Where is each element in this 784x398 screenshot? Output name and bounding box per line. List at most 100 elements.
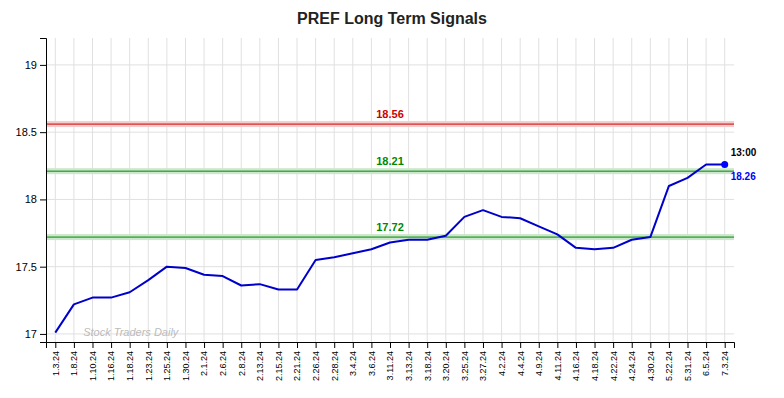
tick: 1.8.24 [69, 342, 79, 376]
tick-mark [55, 342, 56, 348]
grid-line [297, 38, 298, 342]
axis-line [47, 343, 735, 349]
grid-line [631, 38, 632, 342]
tick: 3.4.24 [348, 342, 358, 376]
tick-mark [390, 342, 391, 348]
tick: 3.11.24 [385, 342, 395, 380]
grid-line [315, 38, 316, 342]
tick-mark [167, 342, 168, 348]
grid-line [148, 38, 149, 342]
grid-line [724, 38, 725, 342]
tick: 4.11.24 [553, 342, 563, 380]
tick: 1.30.24 [181, 342, 191, 381]
grid-line [464, 38, 465, 342]
tick: 3.25.24 [460, 342, 470, 381]
grid-line [371, 38, 372, 342]
tick-label: 19 [25, 59, 37, 71]
grid-line [204, 38, 205, 342]
grid-line [55, 38, 56, 342]
tick-mark [40, 334, 46, 335]
tick-label: 2.8.24 [237, 351, 247, 376]
tick-label: 2.15.24 [274, 351, 284, 381]
tick-label: 5.22.24 [664, 351, 674, 381]
tick-label: 2.21.24 [292, 351, 302, 381]
grid-line [650, 38, 651, 342]
tick-label: 4.24.24 [627, 351, 637, 381]
tick-mark [409, 342, 410, 348]
tick-mark [688, 342, 689, 348]
reference-label: 17.72 [376, 221, 404, 233]
tick: 19 [25, 59, 46, 71]
tick-mark [650, 342, 651, 348]
annotation: 18.26 [731, 171, 756, 182]
tick-label: 4.9.24 [534, 351, 544, 376]
tick-label: 1.16.24 [106, 351, 116, 381]
tick: 3.20.24 [441, 342, 451, 381]
tick: 4.22.24 [609, 342, 619, 381]
tick-label: 1.3.24 [51, 351, 61, 376]
grid-line [594, 38, 595, 342]
grid-line [445, 38, 446, 342]
grid-line [706, 38, 707, 342]
tick: 2.26.24 [311, 342, 321, 381]
tick-label: 3.18.24 [423, 351, 433, 381]
tick: 18 [25, 193, 46, 205]
grid-line [538, 38, 539, 342]
annotation: 13:00 [731, 147, 757, 158]
tick-label: 2.28.24 [330, 351, 340, 381]
tick-mark [92, 342, 93, 348]
tick-mark [464, 342, 465, 348]
tick: 4.2.24 [497, 342, 507, 376]
grid-line [427, 38, 428, 342]
end-point [721, 161, 728, 168]
tick-label: 3.11.24 [385, 351, 395, 380]
tick: 17 [25, 328, 46, 340]
grid-line [334, 38, 335, 342]
tick-mark [297, 342, 298, 348]
plot: 1717.51818.5191.3.241.8.241.10.241.16.24… [16, 38, 757, 381]
tick: 4.9.24 [534, 342, 544, 376]
tick-mark [353, 342, 354, 348]
tick: 5.22.24 [664, 342, 674, 381]
tick-label: 6.5.24 [701, 351, 711, 376]
tick-label: 3.27.24 [478, 351, 488, 381]
tick-mark [204, 342, 205, 348]
tick: 1.18.24 [125, 342, 135, 381]
grid-line [668, 38, 669, 342]
tick: 2.13.24 [255, 342, 265, 381]
tick-mark [706, 342, 707, 348]
tick-mark [111, 342, 112, 348]
tick: 4.18.24 [590, 342, 600, 381]
tick: 7.3.24 [720, 342, 730, 376]
line [55, 164, 724, 332]
tick-mark [446, 342, 447, 348]
x-axis: 1.3.241.8.241.10.241.16.241.18.241.23.24… [47, 342, 735, 381]
grid-line [520, 38, 521, 342]
tick-label: 4.11.24 [553, 351, 563, 380]
tick-label: 3.13.24 [404, 351, 414, 381]
tick: 17.5 [16, 261, 46, 273]
tick-label: 17.5 [16, 261, 37, 273]
grid-line [408, 38, 409, 342]
tick: 5.31.24 [683, 342, 693, 381]
reference-line [46, 237, 734, 238]
grid-line [185, 38, 186, 342]
tick: 18.5 [16, 126, 46, 138]
tick-mark [40, 199, 46, 200]
reference-label: 18.21 [376, 155, 404, 167]
tick-label: 1.18.24 [125, 351, 135, 381]
grid [46, 38, 734, 342]
tick-mark [334, 342, 335, 348]
grid-line [129, 38, 130, 342]
tick-label: 18 [25, 193, 37, 205]
tick-mark [316, 342, 317, 348]
tick: 3.18.24 [423, 342, 433, 381]
reference-line [46, 124, 734, 125]
tick-mark [40, 65, 46, 66]
grid-line [241, 38, 242, 342]
title: PREF Long Term Signals [297, 10, 487, 27]
tick-label: 5.31.24 [683, 351, 693, 381]
tick: 3.6.24 [367, 342, 377, 376]
tick-mark [725, 342, 726, 348]
reference-label: 18.56 [376, 108, 404, 120]
